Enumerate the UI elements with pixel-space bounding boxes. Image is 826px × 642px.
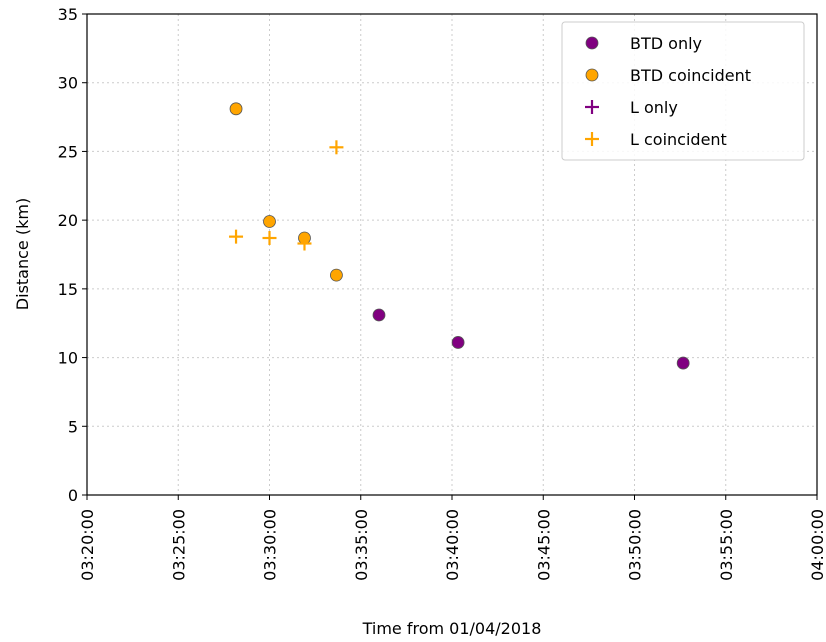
point-btd-only (451, 336, 465, 349)
x-tick-label: 03:20:00 (78, 509, 97, 581)
point-btd-only (676, 356, 690, 370)
point-btd-coincident (263, 215, 276, 228)
point-l-coincident (297, 236, 312, 251)
y-tick-label: 30 (58, 74, 78, 93)
legend-box (561, 21, 805, 161)
point-l-coincident (262, 231, 277, 246)
y-tick-label: 25 (58, 142, 78, 161)
x-axis-label: Time from 01/04/2018 (362, 619, 542, 638)
legend-label-l-coincident: L coincident (630, 130, 727, 149)
x-tick-label: 03:50:00 (626, 509, 645, 581)
legend-marker-btd-only (585, 36, 599, 50)
legend-label-l-only: L only (630, 98, 678, 117)
point-btd-only (372, 308, 386, 322)
y-axis-label: Distance (km) (13, 198, 32, 310)
y-tick-label: 5 (68, 417, 78, 436)
y-tick-label: 15 (58, 280, 78, 299)
plot-frame (86, 13, 818, 496)
legend-marker-l-coincident (585, 132, 599, 146)
y-tick-label: 35 (58, 5, 78, 24)
legend-marker-l-only (585, 100, 599, 114)
y-tick-label: 20 (58, 211, 78, 230)
legend-marker-btd-coincident (585, 68, 599, 82)
data-points (229, 102, 690, 370)
y-tick-label: 0 (68, 486, 78, 505)
point-l-coincident (329, 140, 344, 155)
y-tick-label: 10 (58, 349, 78, 368)
axes (82, 13, 818, 500)
legend-label-btd-only: BTD only (630, 34, 702, 53)
x-tick-label: 03:30:00 (261, 509, 280, 581)
x-tick-label: 03:45:00 (534, 509, 553, 581)
legend-label-btd-coincident: BTD coincident (630, 66, 751, 85)
point-btd-coincident (330, 268, 343, 282)
tick-labels: 03:20:00 03:25:00 03:30:00 03:35:00 03:40:00… (58, 5, 826, 581)
x-tick-label: 04:00:00 (808, 509, 826, 581)
x-tick-label: 03:40:00 (443, 509, 462, 581)
x-tick-label: 03:55:00 (717, 509, 736, 581)
x-tick-label: 03:35:00 (352, 509, 371, 581)
x-tick-label: 03:25:00 (169, 509, 188, 581)
legend: BTD only BTD coincident L only L coincident (561, 21, 805, 161)
point-l-coincident (229, 229, 244, 244)
point-btd-coincident (229, 102, 243, 116)
